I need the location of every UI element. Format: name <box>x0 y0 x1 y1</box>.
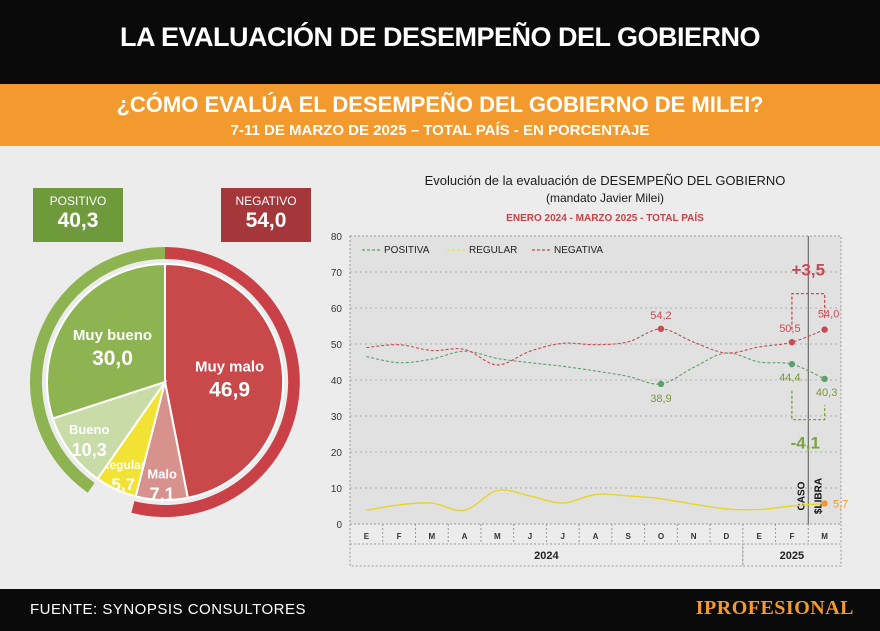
x-tick-label: E <box>364 532 370 541</box>
x-tick-label: F <box>789 532 794 541</box>
event-label-2: $LIBRA <box>813 478 824 514</box>
x-tick-label: M <box>428 532 435 541</box>
pie-label-regular: Regular 5,7 <box>101 458 146 494</box>
data-point <box>821 375 828 383</box>
data-label: 40,3 <box>816 387 837 399</box>
year-band <box>742 543 842 567</box>
y-tick-label: 70 <box>331 268 343 279</box>
x-tick-label: O <box>658 532 664 541</box>
pie-slice-value: 5,7 <box>111 475 135 494</box>
year-label: 2025 <box>780 550 804 562</box>
pie-slice-muy-malo <box>164 262 285 499</box>
data-point <box>821 500 828 507</box>
negative-change-bracket <box>791 292 826 330</box>
positive-summary-value: 40,3 <box>57 209 99 232</box>
survey-question: ¿CÓMO EVALÚA EL DESEMPEÑO DEL GOBIERNO D… <box>116 92 764 117</box>
negative-change-label: +3,5 <box>791 261 825 280</box>
pie-slice-name: Regular <box>101 458 146 472</box>
positive-change-bracket <box>791 390 826 421</box>
data-label: 54,2 <box>650 310 671 322</box>
pie-slice-value: 10,3 <box>72 440 107 460</box>
y-tick-label: 20 <box>331 448 343 459</box>
positive-summary-box: POSITIVO 40,3 <box>33 188 123 242</box>
legend-label-positiva: POSITIVA <box>384 245 430 256</box>
positive-summary-label: POSITIVO <box>49 194 107 208</box>
pie-slice-name: Bueno <box>69 422 110 437</box>
year-band <box>349 543 744 567</box>
data-label: 44,4 <box>779 372 800 384</box>
x-tick-label: A <box>593 532 599 541</box>
series-line-negativa <box>366 328 825 366</box>
pie-slice-value: 30,0 <box>92 347 133 370</box>
x-tick-label: N <box>691 532 697 541</box>
series-line-regular <box>366 489 825 512</box>
footer-bar: FUENTE: SYNOPSIS CONSULTORES IPROFESIONA… <box>0 589 880 631</box>
legend-label-regular: REGULAR <box>469 245 517 256</box>
y-tick-label: 30 <box>331 412 343 423</box>
event-label-1: CASO <box>796 481 807 510</box>
data-point <box>788 360 796 368</box>
y-tick-label: 40 <box>331 376 343 387</box>
pie-label-muy-malo: Muy malo 46,9 <box>195 359 264 402</box>
x-tick-label: A <box>462 532 468 541</box>
x-tick-label: M <box>494 532 501 541</box>
pie-slice-bueno <box>51 380 168 481</box>
data-point <box>657 325 665 333</box>
y-tick-label: 10 <box>331 484 343 495</box>
series-line-positiva <box>366 350 825 385</box>
legend-label-negativa: NEGATIVA <box>554 245 603 256</box>
source-text: FUENTE: SYNOPSIS CONSULTORES <box>30 601 306 618</box>
data-label: 54,0 <box>818 309 839 321</box>
negative-summary-label: NEGATIVO <box>235 194 297 208</box>
negative-summary-box: NEGATIVO 54,0 <box>221 188 311 242</box>
y-tick-label: 50 <box>331 340 343 351</box>
page-title: LA EVALUACIÓN DE DESEMPEÑO DEL GOBIERNO <box>119 22 761 52</box>
x-tick-label: F <box>397 532 402 541</box>
positive-change-label: -4,1 <box>791 433 820 452</box>
pie-label-malo: Malo 7,1 <box>147 466 177 504</box>
line-chart: Evolución de la evaluación de DESEMPEÑO … <box>331 173 848 567</box>
year-label: 2024 <box>534 550 559 562</box>
x-tick-label: J <box>561 532 565 541</box>
data-point <box>788 339 796 346</box>
pie-chart: Muy malo 46,9 Malo 7,1 Regular 5,7 Bueno 10,3 Mu… <box>29 247 300 517</box>
pie-label-bueno: Bueno 10,3 <box>69 422 110 460</box>
data-label: 5,7 <box>833 498 848 510</box>
data-point <box>821 326 828 333</box>
pie-slice-muy-bueno <box>46 262 166 420</box>
x-tick-label: S <box>626 532 632 541</box>
question-bar: ¿CÓMO EVALÚA EL DESEMPEÑO DEL GOBIERNO D… <box>0 84 880 146</box>
x-tick-label: E <box>756 532 762 541</box>
pie-slice-name: Malo <box>147 466 177 481</box>
pie-slice-value: 7,1 <box>150 484 175 504</box>
line-chart-subtitle: (mandato Javier Milei) <box>546 191 664 205</box>
x-tick-label: J <box>528 532 532 541</box>
pie-slice-name: Muy malo <box>195 359 264 376</box>
x-tick-label: M <box>821 532 828 541</box>
positive-outer-ring <box>29 247 166 493</box>
data-label: 38,9 <box>650 393 671 405</box>
pie-slice-name: Muy bueno <box>73 327 152 344</box>
pie-slice-value: 46,9 <box>209 379 250 402</box>
x-tick-label: D <box>724 532 730 541</box>
pie-label-muy-bueno: Muy bueno 30,0 <box>73 327 152 370</box>
data-point <box>657 380 665 388</box>
data-label: 50,5 <box>779 323 800 335</box>
y-tick-label: 0 <box>336 520 342 531</box>
title-bar: LA EVALUACIÓN DE DESEMPEÑO DEL GOBIERNO <box>0 0 880 84</box>
survey-date: 7-11 DE MARZO DE 2025 – TOTAL PAÍS - EN … <box>230 122 650 139</box>
y-tick-label: 60 <box>331 304 343 315</box>
brand-logo: IPROFESIONAL <box>695 597 854 619</box>
y-tick-label: 80 <box>331 232 343 243</box>
negative-summary-value: 54,0 <box>245 209 287 232</box>
line-chart-title: Evolución de la evaluación de DESEMPEÑO … <box>425 173 786 188</box>
line-chart-period: ENERO 2024 - MARZO 2025 - TOTAL PAÍS <box>506 211 704 224</box>
